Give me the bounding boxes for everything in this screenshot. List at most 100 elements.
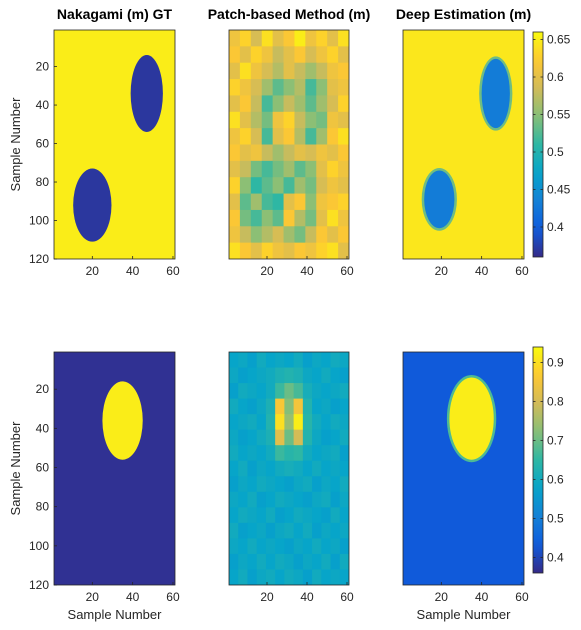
heatmap-cell: [294, 62, 306, 80]
heatmap-cell: [294, 128, 306, 146]
heatmap-cell: [305, 30, 317, 47]
heatmap-cell: [272, 160, 285, 178]
heatmap-cell: [302, 522, 313, 539]
heatmap-cell: [312, 398, 322, 415]
axes-box: [53, 29, 176, 260]
heatmap-cell: [338, 226, 349, 244]
subplot-title: Patch-based Method (m): [208, 6, 371, 22]
heatmap-cell: [247, 445, 258, 462]
heatmap-cell: [261, 144, 274, 162]
heatmap-cell: [305, 95, 317, 113]
heatmap-cell: [229, 209, 241, 227]
y-tick-label: 20: [36, 60, 50, 74]
heatmap-cell: [250, 193, 263, 211]
heatmap-cell: [302, 414, 313, 431]
x-tick-label: 40: [300, 590, 314, 604]
heatmap-cell: [250, 30, 263, 47]
heatmap-cell: [275, 460, 285, 477]
heatmap-cell: [330, 553, 341, 571]
y-tick-label: 40: [36, 98, 50, 112]
colorbar-tick-label: 0.7: [547, 434, 564, 448]
heatmap-cell: [250, 46, 263, 64]
heatmap-cell: [256, 476, 267, 493]
heatmap-cell: [321, 553, 332, 571]
heatmap-cell: [283, 144, 296, 162]
heatmap-cell: [316, 144, 328, 162]
heatmap-cell: [339, 414, 349, 431]
heatmap-cell: [284, 398, 295, 415]
heatmap-cell: [312, 491, 322, 508]
heatmap-cell: [238, 460, 249, 477]
heatmap-cell: [250, 111, 263, 129]
heatmap-cell: [339, 553, 349, 571]
heatmap-cell: [247, 522, 258, 539]
heatmap-cell: [229, 491, 239, 508]
axes-box: [402, 29, 525, 260]
heatmap-cell: [338, 95, 349, 113]
heatmap-cell: [272, 193, 285, 211]
heatmap-cell: [293, 398, 304, 415]
heatmap-cell: [247, 398, 258, 415]
heatmap-cell: [321, 367, 332, 384]
heatmap-cell: [302, 460, 313, 477]
x-axis-label: Sample Number: [417, 607, 512, 622]
inclusion: [424, 170, 455, 229]
heatmap-cell: [229, 398, 239, 415]
y-tick-label: 100: [29, 214, 49, 228]
heatmap-cell: [293, 553, 304, 571]
heatmap-cell: [250, 95, 263, 113]
heatmap-cell: [302, 569, 313, 585]
heatmap-cell: [327, 242, 339, 259]
heatmap-cell: [250, 79, 263, 97]
x-tick-label: 20: [86, 590, 100, 604]
x-tick-label: 60: [340, 264, 354, 278]
heatmap-cell: [330, 476, 341, 493]
heatmap-cell: [316, 30, 328, 47]
heatmap-cell: [293, 445, 304, 462]
subplot-r1c1: 20 40 60 20 40 60 80 100 120 Nakagami (m) GT Sampl…: [8, 6, 180, 278]
heatmap-cell: [284, 414, 295, 431]
heatmap-cell: [321, 445, 332, 462]
x-tick-label: 40: [126, 264, 140, 278]
heatmap-cell: [339, 569, 349, 585]
heatmap-cell: [275, 352, 285, 369]
heatmap-cell: [283, 95, 296, 113]
heatmap-cell: [247, 429, 258, 446]
heatmap-cell: [229, 429, 239, 446]
heatmap-cell: [265, 383, 276, 400]
heatmap-cell: [284, 367, 295, 384]
heatmap-cell: [229, 460, 239, 477]
heatmap-cell: [239, 111, 252, 129]
heatmap-cell: [294, 111, 306, 129]
heatmap-cell: [316, 177, 328, 195]
subplot-title: Deep Estimation (m): [396, 6, 531, 22]
heatmap-cell: [265, 429, 276, 446]
heatmap-cell: [239, 128, 252, 146]
heatmap-cell: [338, 144, 349, 162]
heatmap-cell: [312, 476, 322, 493]
heatmap-cell: [256, 367, 267, 384]
heatmap-cell: [261, 193, 274, 211]
colorbar-gradient: [533, 347, 543, 573]
heatmap-cell: [339, 491, 349, 508]
inclusion: [73, 168, 112, 242]
heatmap-cell: [247, 476, 258, 493]
heatmap-cell: [275, 383, 285, 400]
heatmap-cell: [238, 569, 249, 585]
heatmap-cell: [239, 95, 252, 113]
heatmap-cell: [272, 144, 285, 162]
heatmap-cell: [275, 398, 285, 415]
heatmap-cell: [250, 226, 263, 244]
heatmap-cell: [293, 476, 304, 493]
x-tick-label: 20: [435, 264, 449, 278]
heatmap-cell: [265, 367, 276, 384]
heatmap-cell: [256, 491, 267, 508]
heatmap-cell: [250, 177, 263, 195]
heatmap-cell: [256, 414, 267, 431]
y-tick-label: 60: [36, 137, 50, 151]
heatmap-cell: [338, 46, 349, 64]
heatmap-image: [54, 30, 175, 259]
heatmap-cell: [330, 352, 341, 369]
heatmap-cell: [293, 429, 304, 446]
